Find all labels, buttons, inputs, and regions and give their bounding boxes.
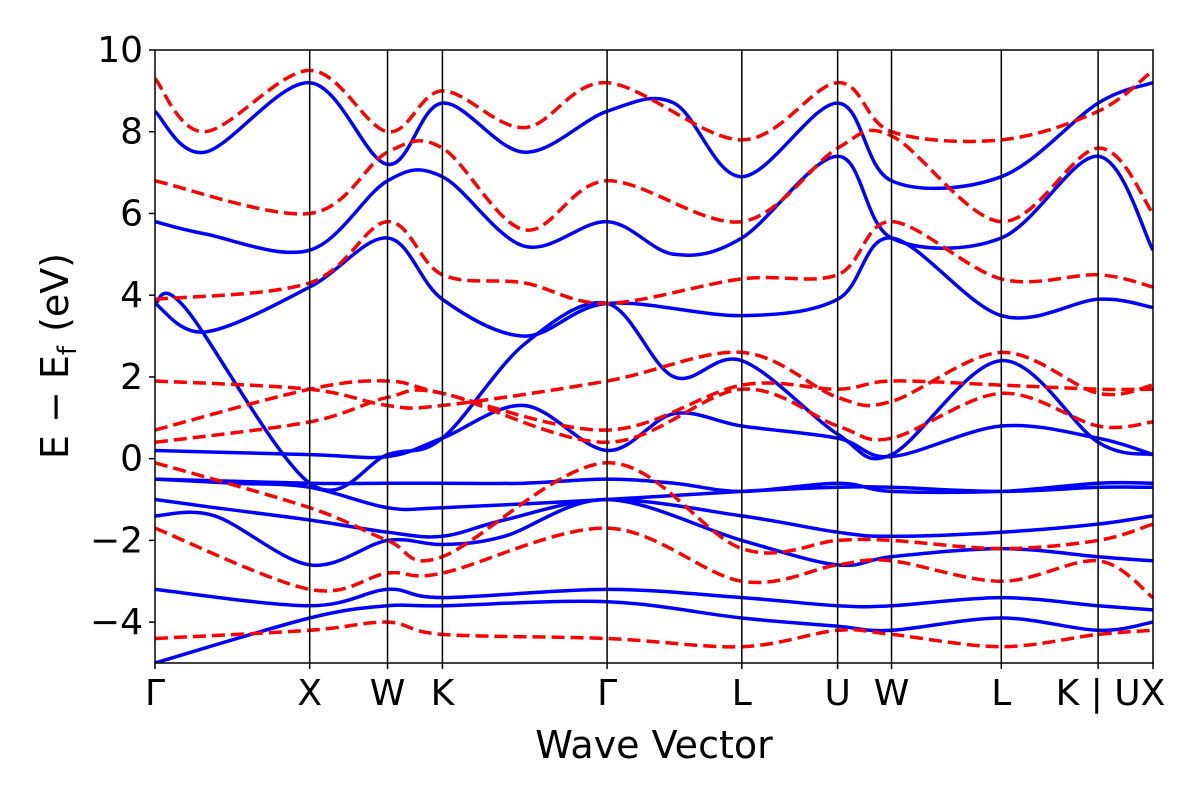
y-tick-label: −2 [90,520,143,561]
y-axis-label-unit: (eV) [33,253,77,332]
band-line-dashed-1 [155,526,1153,600]
series-layer [155,68,1153,663]
band-line-solid-6 [155,403,1153,460]
y-tick-label: 10 [97,30,143,71]
y-tick-label: 4 [120,275,143,316]
x-tick-label: K [431,673,456,714]
band-line-solid-10 [155,80,1153,191]
band-line-dashed-0 [155,620,1153,649]
y-axis-ticks: −4 −2 0 2 4 6 8 10 [90,30,155,643]
y-tick-label: 0 [120,439,143,480]
band-line-solid-9 [155,154,1153,257]
plot-frame [154,49,1154,664]
band-line-dashed-8 [155,68,1153,144]
band-line-solid-1 [155,587,1153,612]
y-axis-label: E − Ef (eV) [33,253,83,459]
x-axis-label: Wave Vector [535,723,773,767]
band-line-solid-0 [155,599,1153,663]
y-tick-label: 2 [120,357,143,398]
x-tick-label: W [370,673,406,714]
y-tick-label: −4 [90,602,143,643]
high-symmetry-lines [308,50,1099,663]
band-line-dashed-3 [155,387,1153,445]
x-tick-label: U [824,673,850,714]
y-tick-label: 6 [120,193,143,234]
band-line-dashed-7 [155,128,1153,232]
y-axis-label-subscript: f [53,345,83,355]
x-tick-label: Γ [597,673,617,714]
x-tick-label: K | U [1056,673,1141,714]
x-tick-label: L [991,673,1011,714]
x-tick-label: L [732,673,752,714]
x-tick-label: X [297,673,322,714]
x-tick-label: X [1141,673,1166,714]
y-tick-label: 8 [120,112,143,153]
series-solid [155,80,1153,663]
x-tick-label: Γ [145,673,165,714]
y-axis-label-main: E − E [33,355,77,459]
band-line-dashed-5 [155,350,1153,410]
band-line-dashed-4 [155,379,1153,432]
x-tick-label: W [874,673,910,714]
